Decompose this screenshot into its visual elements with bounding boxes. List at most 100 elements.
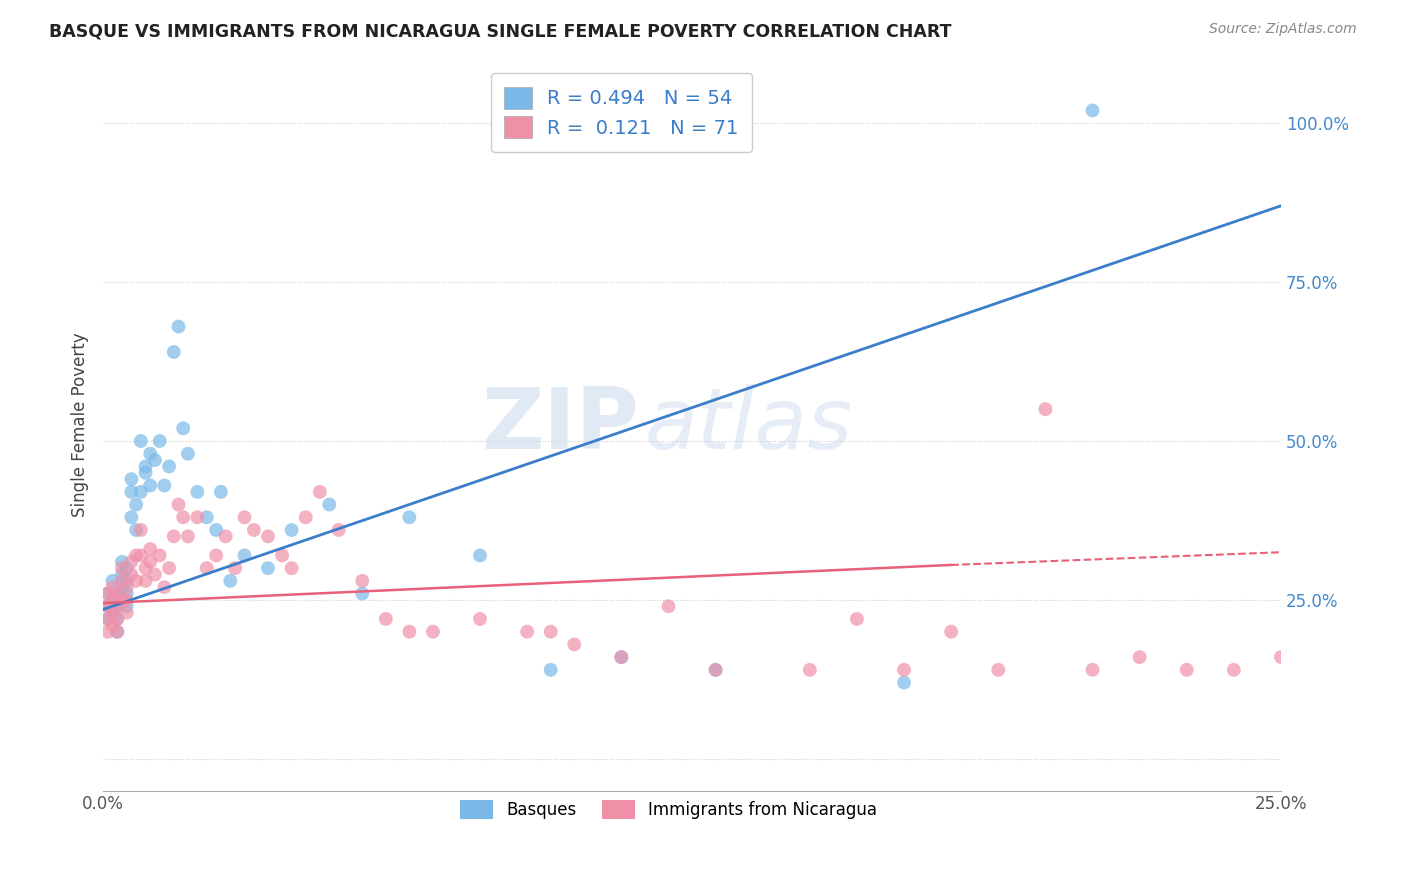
Point (135, 459, 157, 474)
Point (105, 612, 128, 626)
Point (294, 510, 316, 524)
Point (120, 484, 142, 499)
Point (97, 612, 120, 626)
Point (120, 510, 142, 524)
Point (115, 586, 138, 600)
Point (115, 593, 138, 607)
Point (101, 574, 124, 588)
Point (610, 650, 633, 665)
Point (97, 599, 120, 614)
Point (799, 663, 821, 677)
Point (422, 624, 444, 639)
Point (352, 574, 374, 588)
Point (398, 510, 420, 524)
Point (111, 555, 134, 569)
Text: BASQUE VS IMMIGRANTS FROM NICARAGUA SINGLE FEMALE POVERTY CORRELATION CHART: BASQUE VS IMMIGRANTS FROM NICARAGUA SING… (49, 22, 952, 40)
Point (101, 593, 124, 607)
Point (125, 574, 148, 588)
Point (1223, 663, 1246, 677)
Point (704, 663, 727, 677)
Point (120, 555, 142, 569)
Point (149, 434, 172, 448)
Point (125, 498, 148, 512)
Point (135, 574, 157, 588)
Y-axis label: Single Female Poverty: Single Female Poverty (72, 333, 89, 517)
Point (468, 549, 491, 563)
Point (111, 561, 134, 575)
Point (129, 523, 152, 537)
Point (280, 561, 302, 575)
Point (105, 586, 128, 600)
Point (115, 580, 138, 594)
Point (610, 650, 633, 665)
Point (111, 580, 134, 594)
Point (157, 561, 180, 575)
Point (153, 580, 176, 594)
Point (129, 549, 152, 563)
Point (271, 549, 294, 563)
Point (101, 580, 124, 594)
Point (516, 624, 538, 639)
Point (135, 561, 157, 575)
Point (139, 555, 162, 569)
Point (374, 612, 396, 626)
Point (195, 561, 218, 575)
Point (704, 663, 727, 677)
Point (111, 567, 134, 582)
Point (893, 675, 915, 690)
Point (120, 472, 142, 486)
Point (105, 599, 128, 614)
Point (243, 523, 266, 537)
Text: ZIP: ZIP (481, 384, 640, 467)
Point (101, 606, 124, 620)
Point (101, 593, 124, 607)
Point (205, 549, 228, 563)
Point (157, 459, 180, 474)
Point (562, 637, 585, 651)
Point (143, 453, 166, 467)
Point (352, 586, 374, 600)
Point (120, 567, 142, 582)
Point (540, 663, 562, 677)
Point (105, 599, 128, 614)
Point (149, 549, 172, 563)
Point (987, 663, 1010, 677)
Point (111, 593, 134, 607)
Point (97, 599, 120, 614)
Point (195, 510, 218, 524)
Point (163, 529, 186, 543)
Point (1129, 650, 1152, 665)
Point (468, 612, 491, 626)
Point (111, 574, 134, 588)
Point (115, 599, 138, 614)
Point (398, 624, 420, 639)
Legend: Basques, Immigrants from Nicaragua: Basques, Immigrants from Nicaragua (453, 794, 884, 826)
Point (115, 561, 138, 575)
Point (153, 478, 176, 492)
Point (657, 599, 679, 614)
Point (167, 319, 190, 334)
Point (209, 484, 232, 499)
Point (105, 612, 128, 626)
Point (893, 663, 915, 677)
Point (101, 606, 124, 620)
Point (1081, 663, 1104, 677)
Point (139, 542, 162, 557)
Point (97, 624, 120, 639)
Point (167, 498, 190, 512)
Point (280, 523, 302, 537)
Point (177, 529, 200, 543)
Point (97, 586, 120, 600)
Point (186, 510, 208, 524)
Point (205, 523, 228, 537)
Point (111, 593, 134, 607)
Point (97, 586, 120, 600)
Point (143, 567, 166, 582)
Point (105, 586, 128, 600)
Point (125, 549, 148, 563)
Point (318, 498, 340, 512)
Point (105, 624, 128, 639)
Point (97, 612, 120, 626)
Point (139, 478, 162, 492)
Point (540, 624, 562, 639)
